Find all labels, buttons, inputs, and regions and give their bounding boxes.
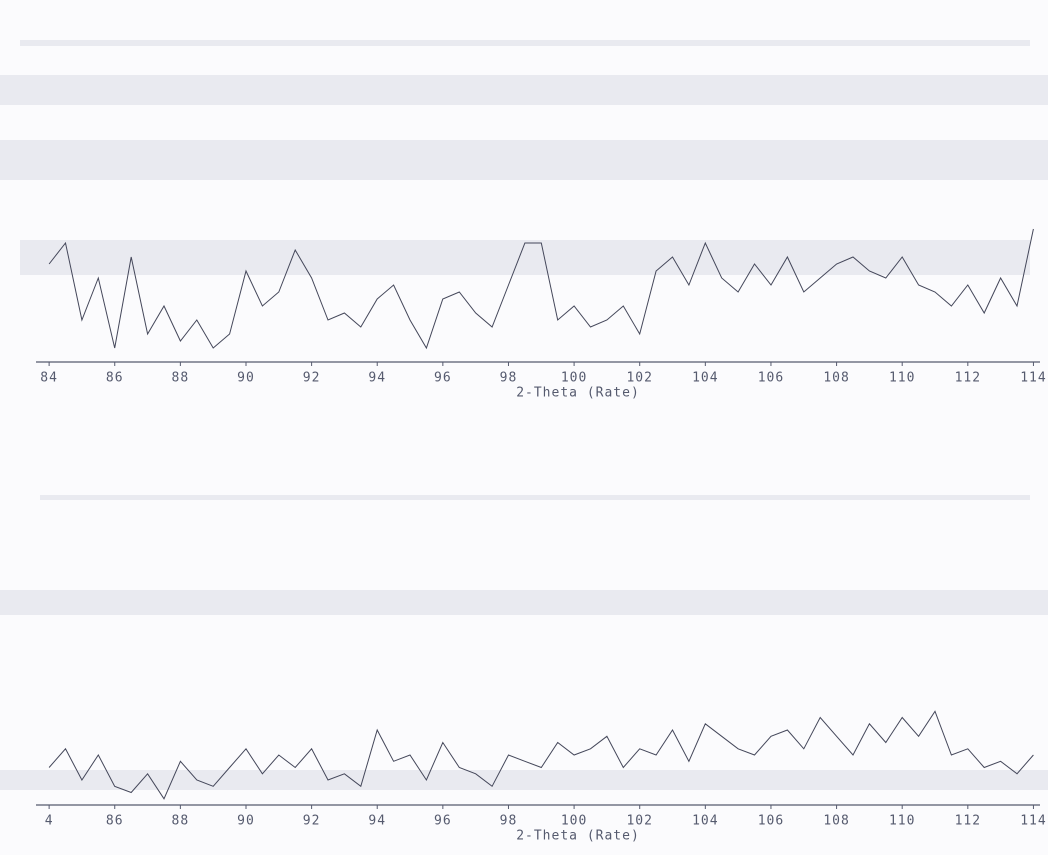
x-tick-label: 102 bbox=[626, 371, 652, 386]
x-axis-label: 2-Theta (Rate) bbox=[516, 386, 640, 401]
x-tick-label: 114 bbox=[1020, 371, 1046, 386]
noise-band bbox=[0, 140, 1048, 180]
x-tick-label: 96 bbox=[434, 814, 452, 829]
noise-band bbox=[0, 590, 1048, 615]
x-tick-label: 98 bbox=[500, 814, 518, 829]
page: {"chart_data": [ {"type": "line", "x_lab… bbox=[0, 0, 1048, 855]
noise-band bbox=[0, 75, 1048, 105]
x-tick-label: 90 bbox=[237, 814, 255, 829]
noise-band bbox=[40, 495, 1030, 500]
x-tick-label: 86 bbox=[106, 814, 124, 829]
x-tick-label: 106 bbox=[758, 371, 784, 386]
noise-band bbox=[20, 40, 1030, 46]
x-tick-label: 92 bbox=[303, 371, 321, 386]
x-tick-label: 92 bbox=[303, 814, 321, 829]
x-tick-label: 100 bbox=[561, 814, 587, 829]
x-tick-label: 96 bbox=[434, 371, 452, 386]
x-tick-label: 88 bbox=[172, 371, 190, 386]
x-tick-label: 104 bbox=[692, 814, 718, 829]
x-tick-label: 110 bbox=[889, 814, 915, 829]
x-tick-label: 112 bbox=[955, 814, 981, 829]
x-tick-label: 102 bbox=[626, 814, 652, 829]
x-tick-label: 112 bbox=[955, 371, 981, 386]
x-tick-label: 114 bbox=[1020, 814, 1046, 829]
x-axis-label: 2-Theta (Rate) bbox=[516, 829, 640, 844]
noise-band bbox=[20, 240, 1030, 275]
scan-noise bbox=[0, 40, 1048, 790]
x-tick-label: 94 bbox=[368, 814, 386, 829]
x-tick-label: 108 bbox=[823, 371, 849, 386]
x-tick-label: 104 bbox=[692, 371, 718, 386]
x-tick-label: 100 bbox=[561, 371, 587, 386]
x-tick-label: 84 bbox=[40, 371, 58, 386]
x-tick-label: 106 bbox=[758, 814, 784, 829]
x-tick-label: 86 bbox=[106, 371, 124, 386]
x-tick-label: 94 bbox=[368, 371, 386, 386]
x-tick-label: 98 bbox=[500, 371, 518, 386]
x-tick-label: 88 bbox=[172, 814, 190, 829]
noise-band bbox=[0, 770, 1048, 790]
x-tick-label: 108 bbox=[823, 814, 849, 829]
x-tick-label: 90 bbox=[237, 371, 255, 386]
chart: 84 86 88 90 92 94 96 98 100 102 104 106 108 110 112 114… bbox=[0, 0, 1048, 855]
x-tick-label: 4 bbox=[45, 814, 54, 829]
x-tick-label: 110 bbox=[889, 371, 915, 386]
